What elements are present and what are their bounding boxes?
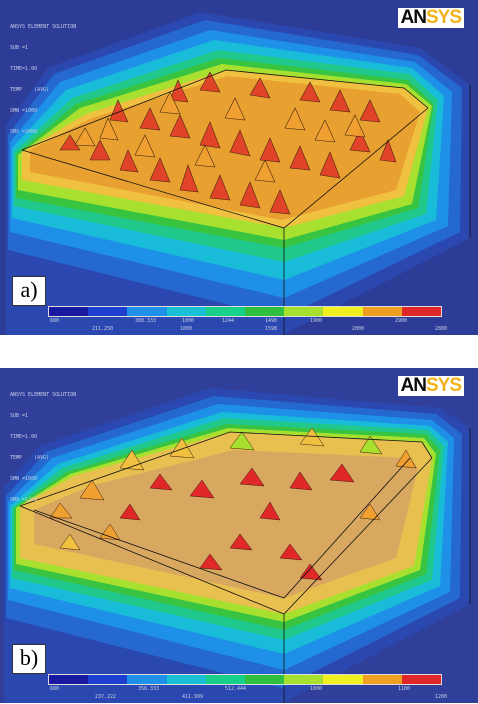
logo-an-text: AN bbox=[400, 7, 427, 28]
colorbar-swatch bbox=[49, 675, 89, 684]
colorbar-swatch bbox=[205, 307, 246, 316]
colorbar-tick: 411.999 bbox=[182, 694, 204, 700]
info-line: TIME=1.00 bbox=[10, 66, 38, 72]
colorbar-swatch bbox=[362, 307, 402, 316]
colorbar-tick: 1000 bbox=[180, 326, 193, 332]
colorbar-tick: 2900 bbox=[395, 318, 408, 324]
panel-label-a: a) bbox=[12, 276, 46, 306]
colorbar-tick: 211.250 bbox=[92, 326, 114, 332]
ansys-logo: ANSYS bbox=[397, 375, 464, 396]
info-line: TEMP (AVG) bbox=[10, 455, 50, 461]
colorbar-tick: 1000 bbox=[310, 686, 323, 692]
colorbar-tick: 1598 bbox=[265, 326, 278, 332]
colorbar-swatch bbox=[245, 675, 285, 684]
info-line: SUB =1 bbox=[10, 413, 29, 419]
colorbar-tick: 1900 bbox=[310, 318, 323, 324]
colorbar-swatch bbox=[284, 307, 324, 316]
colorbar-swatch bbox=[88, 675, 128, 684]
colorbar-tick: 388.333 bbox=[135, 318, 157, 324]
colorbar-swatch bbox=[127, 675, 167, 684]
fe-plot-panel-a: ANSYS ELEMENT SOLUTION SUB =1 TIME=1.00 … bbox=[0, 0, 478, 335]
colorbar-tick: 680 bbox=[50, 686, 60, 692]
colorbar-tick: 1000 bbox=[182, 318, 195, 324]
colorbar-tick: 1490 bbox=[265, 318, 278, 324]
logo-sys-text: SYS bbox=[425, 375, 462, 396]
info-line: SMX =1200 bbox=[10, 497, 38, 503]
colorbar-legend bbox=[48, 306, 442, 317]
colorbar-tick: 356.333 bbox=[138, 686, 160, 692]
colorbar-swatch bbox=[401, 307, 442, 316]
info-line: TEMP (AVG) bbox=[10, 87, 50, 93]
colorbar-swatch bbox=[166, 307, 206, 316]
colorbar-tick: 2880 bbox=[435, 326, 448, 332]
colorbar-swatch bbox=[127, 307, 167, 316]
logo-sys-text: SYS bbox=[425, 7, 462, 28]
panel-label-b: b) bbox=[12, 644, 46, 674]
colorbar-swatch bbox=[88, 307, 128, 316]
colorbar-swatch bbox=[245, 307, 285, 316]
ansys-logo: ANSYS bbox=[397, 7, 464, 28]
solution-info-block: ANSYS ELEMENT SOLUTION SUB =1 TIME=1.00 … bbox=[10, 378, 76, 518]
temperature-contour-plot-a bbox=[0, 0, 478, 335]
colorbar-tick: 1100 bbox=[398, 686, 411, 692]
info-line: SUB =1 bbox=[10, 45, 29, 51]
colorbar-swatch bbox=[205, 675, 246, 684]
info-line: SMX =2000 bbox=[10, 129, 38, 135]
fe-plot-panel-b: ANSYS ELEMENT SOLUTION SUB =1 TIME=1.00 … bbox=[0, 368, 478, 703]
info-line: SMN =1000 bbox=[10, 108, 38, 114]
colorbar-swatch bbox=[323, 675, 363, 684]
info-line: ANSYS ELEMENT SOLUTION bbox=[10, 24, 77, 30]
temperature-contour-plot-b bbox=[0, 368, 478, 703]
colorbar-tick: 1244 bbox=[222, 318, 235, 324]
colorbar-tick: 237.222 bbox=[95, 694, 117, 700]
info-line: ANSYS ELEMENT SOLUTION bbox=[10, 392, 77, 398]
colorbar-tick: 512.444 bbox=[225, 686, 247, 692]
colorbar-swatch bbox=[166, 675, 206, 684]
colorbar-swatch bbox=[49, 307, 89, 316]
solution-info-block: ANSYS ELEMENT SOLUTION SUB =1 TIME=1.00 … bbox=[10, 10, 76, 150]
colorbar-swatch bbox=[362, 675, 402, 684]
colorbar-tick: 680 bbox=[50, 318, 60, 324]
colorbar-tick: 2000 bbox=[352, 326, 365, 332]
colorbar-swatch bbox=[323, 307, 363, 316]
colorbar-swatch bbox=[401, 675, 442, 684]
colorbar-swatch bbox=[284, 675, 324, 684]
info-line: SMN =1000 bbox=[10, 476, 38, 482]
colorbar-tick: 1200 bbox=[435, 694, 448, 700]
colorbar-legend bbox=[48, 674, 442, 685]
logo-an-text: AN bbox=[400, 375, 427, 396]
info-line: TIME=1.00 bbox=[10, 434, 38, 440]
